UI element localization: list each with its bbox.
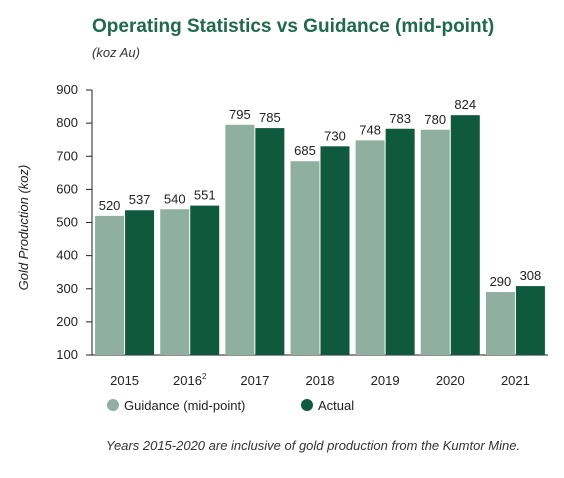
- bar-value-label: 748: [359, 122, 381, 137]
- x-tick-label: 2020: [436, 373, 465, 388]
- footnote: Years 2015-2020 are inclusive of gold pr…: [106, 438, 521, 453]
- x-tick-label: 2017: [240, 373, 269, 388]
- y-tick-label: 800: [56, 115, 78, 130]
- x-tick-label: 2021: [501, 373, 530, 388]
- bar-value-label: 795: [229, 107, 251, 122]
- bar-value-label: 540: [164, 191, 186, 206]
- y-tick-label: 900: [56, 82, 78, 97]
- bar-actual-2020: [450, 115, 480, 355]
- bar-guidance-2019: [355, 140, 385, 355]
- bar-value-label: 730: [324, 128, 346, 143]
- x-tick-label: 2019: [371, 373, 400, 388]
- bar-guidance-2018: [290, 161, 320, 355]
- bar-guidance-2017: [225, 124, 255, 355]
- bar-actual-2018: [320, 146, 350, 355]
- bar-actual-2021: [515, 286, 545, 355]
- bar-value-label: 785: [259, 110, 281, 125]
- bar-value-label: 537: [129, 192, 151, 207]
- bar-value-label: 551: [194, 188, 216, 203]
- y-tick-label: 100: [56, 347, 78, 362]
- y-tick-label: 500: [56, 215, 78, 230]
- legend-marker-actual: [301, 399, 313, 411]
- bar-guidance-2016: [160, 209, 190, 355]
- y-axis-title: Gold Production (koz): [16, 165, 31, 291]
- x-tick-label: 2018: [306, 373, 335, 388]
- legend-marker-guidance: [107, 399, 119, 411]
- bar-value-label: 290: [490, 274, 512, 289]
- bar-actual-2016: [190, 205, 220, 355]
- x-tick-label: 2015: [110, 373, 139, 388]
- legend-label: Actual: [318, 398, 354, 413]
- y-tick-label: 400: [56, 248, 78, 263]
- bar-value-label: 824: [454, 97, 476, 112]
- legend-label: Guidance (mid-point): [124, 398, 245, 413]
- x-tick-label: 20162: [173, 372, 207, 388]
- bar-guidance-2020: [420, 129, 450, 355]
- bar-guidance-2015: [95, 215, 125, 355]
- y-tick-label: 200: [56, 314, 78, 329]
- footnote-superscript: 2: [202, 372, 207, 381]
- bar-value-label: 783: [389, 111, 411, 126]
- bar-actual-2015: [125, 210, 155, 355]
- bar-value-label: 520: [99, 198, 121, 213]
- bar-actual-2019: [385, 128, 415, 355]
- bar-value-label: 685: [294, 143, 316, 158]
- y-tick-label: 700: [56, 148, 78, 163]
- chart-title: Operating Statistics vs Guidance (mid-po…: [92, 16, 495, 37]
- y-tick-label: 600: [56, 181, 78, 196]
- bar-chart: 100 200 300 400 500 600 700 800 900 Gold Producti…: [16, 82, 548, 413]
- bar-guidance-2021: [485, 292, 515, 355]
- chart-subtitle: (koz Au): [92, 45, 140, 60]
- bar-value-label: 780: [424, 112, 446, 127]
- y-tick-label: 300: [56, 281, 78, 296]
- bar-value-label: 308: [520, 268, 542, 283]
- bar-actual-2017: [255, 128, 285, 355]
